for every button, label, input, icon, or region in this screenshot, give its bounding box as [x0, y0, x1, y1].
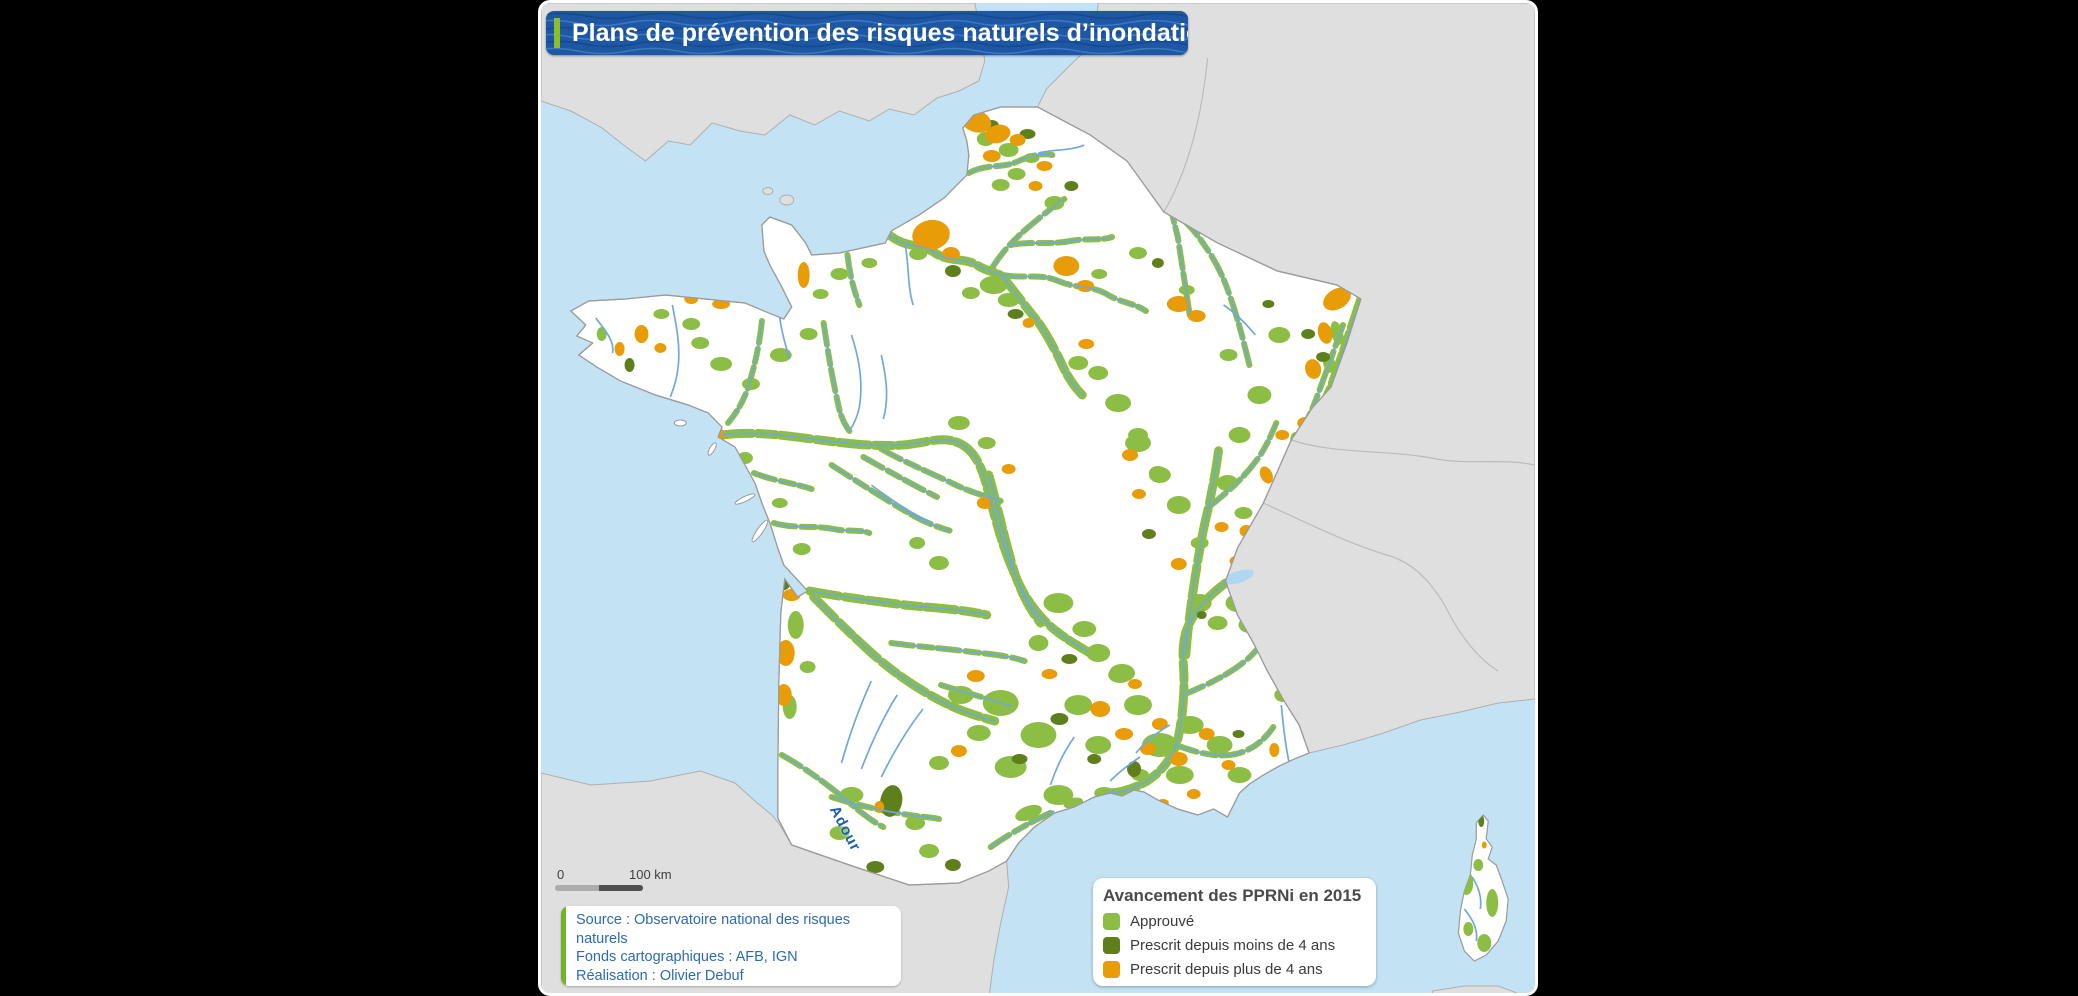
legend: Avancement des PPRNi en 2015 Approuvé Pr…	[1093, 878, 1376, 986]
source-line: Fonds cartographiques : AFB, IGN	[576, 949, 798, 965]
legend-swatch-prescribed-old	[1103, 961, 1120, 978]
legend-label: Prescrit depuis moins de 4 ans	[1130, 937, 1336, 954]
scale-end-label: 100 km	[629, 867, 672, 882]
sardinia-landmass	[1432, 985, 1519, 993]
source-box: Source : Observatoire national des risqu…	[561, 906, 901, 986]
scale-bar: 0 100 km	[555, 867, 705, 891]
legend-label: Prescrit depuis plus de 4 ans	[1130, 961, 1323, 978]
channel-island	[779, 194, 795, 206]
country-border	[1263, 502, 1499, 672]
country-border	[1291, 439, 1535, 466]
atlantic-islands	[673, 419, 769, 543]
legend-swatch-prescribed-recent	[1103, 937, 1120, 954]
legend-swatch-approved	[1103, 913, 1120, 930]
legend-item-prescribed-old: Prescrit depuis plus de 4 ans	[1103, 961, 1366, 978]
legend-title: Avancement des PPRNi en 2015	[1103, 886, 1362, 905]
france-map	[541, 3, 1535, 993]
scale-start-label: 0	[557, 867, 565, 882]
source-line: Réalisation : Olivier Debuf	[576, 967, 744, 984]
map-canvas: Plans de prévention des risques naturels…	[538, 0, 1538, 996]
page-title: Plans de prévention des risques naturels…	[572, 19, 1188, 47]
country-border	[1163, 57, 1209, 213]
source-line: Source : Observatoire national des risqu…	[576, 912, 851, 947]
channel-island	[762, 187, 774, 195]
banner-wave-pattern	[546, 12, 1188, 55]
source-accent-bar	[561, 906, 566, 986]
scale-bar-graphic	[555, 885, 643, 891]
map-title-banner: Plans de prévention des risques naturels…	[546, 11, 1188, 55]
legend-label: Approuvé	[1130, 913, 1195, 930]
legend-item-approved: Approuvé	[1103, 913, 1366, 930]
flood-plan-layer	[594, 109, 1361, 873]
source-line: © AFB, 2018	[576, 985, 895, 986]
banner-accent-bar	[554, 18, 560, 48]
legend-item-prescribed-recent: Prescrit depuis moins de 4 ans	[1103, 937, 1366, 954]
lake-geneva	[1223, 569, 1254, 585]
